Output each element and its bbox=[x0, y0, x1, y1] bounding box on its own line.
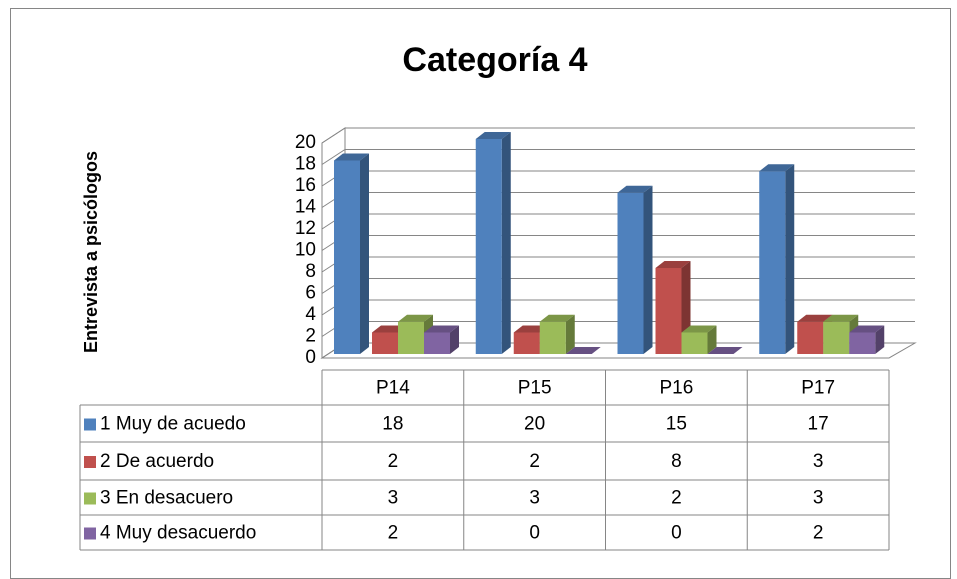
legend-label: 2 De acuerdo bbox=[100, 451, 214, 472]
bar bbox=[565, 347, 601, 354]
bar-front bbox=[372, 332, 398, 354]
bar-side bbox=[565, 314, 575, 354]
legend-swatch bbox=[84, 527, 96, 540]
bar bbox=[617, 185, 653, 354]
bar bbox=[424, 325, 459, 354]
table-value: 0 bbox=[671, 523, 682, 544]
grid-line bbox=[321, 127, 915, 144]
bar-top bbox=[823, 314, 859, 322]
bar bbox=[707, 347, 743, 354]
table-grid bbox=[79, 369, 890, 551]
bar-side bbox=[707, 325, 717, 354]
table-value: 2 bbox=[388, 451, 399, 472]
x-tick-label: P14 bbox=[376, 378, 410, 399]
bar bbox=[849, 325, 885, 354]
table-value: 20 bbox=[524, 414, 545, 435]
bar-side bbox=[643, 185, 653, 354]
bar-top bbox=[398, 314, 433, 322]
bar-front bbox=[539, 321, 566, 354]
y-axis-label: Entrevista a psicólogos bbox=[81, 151, 101, 353]
y-tick-label: 6 bbox=[305, 283, 316, 304]
bar-top bbox=[707, 347, 743, 354]
legend-label: 1 Muy de acuedo bbox=[100, 414, 246, 435]
bar-top bbox=[334, 153, 369, 161]
legend-swatch bbox=[84, 492, 96, 505]
y-tick-label: 10 bbox=[295, 240, 316, 261]
grid-line bbox=[321, 149, 915, 165]
table-value: 2 bbox=[813, 523, 824, 544]
bar-front bbox=[424, 332, 450, 354]
legend-label: 4 Muy desacuerdo bbox=[100, 523, 256, 544]
table-value: 0 bbox=[529, 523, 540, 544]
table-value: 3 bbox=[529, 488, 540, 509]
table-value: 2 bbox=[529, 451, 540, 472]
bar-top bbox=[655, 261, 691, 268]
y-tick-label: 4 bbox=[305, 304, 316, 325]
legend-label: 3 En desacuero bbox=[100, 488, 233, 509]
x-tick-label: P15 bbox=[518, 378, 552, 399]
bar bbox=[681, 325, 717, 354]
bar-side bbox=[450, 325, 459, 354]
bar-side bbox=[360, 153, 369, 354]
table-value: 2 bbox=[671, 488, 682, 509]
chart-title: Categoría 4 bbox=[402, 41, 587, 79]
y-tick-label: 8 bbox=[305, 261, 316, 282]
bar bbox=[539, 314, 575, 354]
table-value: 17 bbox=[808, 414, 829, 435]
bar-front bbox=[849, 332, 876, 354]
bar-front bbox=[655, 268, 682, 354]
bar-top bbox=[475, 132, 511, 139]
bar-side bbox=[785, 164, 795, 354]
table-value: 2 bbox=[388, 523, 399, 544]
y-tick-label: 2 bbox=[305, 326, 316, 347]
y-tick-label: 14 bbox=[295, 197, 317, 218]
bar-top bbox=[759, 164, 795, 172]
bar-front bbox=[475, 139, 502, 354]
y-tick-label: 12 bbox=[295, 218, 316, 239]
table-value: 3 bbox=[813, 451, 824, 472]
bar-front bbox=[759, 171, 786, 354]
y-tick-label: 18 bbox=[295, 154, 316, 175]
bar-front bbox=[823, 321, 850, 354]
legend-swatch bbox=[84, 418, 96, 431]
bar-top bbox=[565, 347, 601, 354]
bar-front bbox=[334, 160, 360, 354]
table-value: 3 bbox=[813, 488, 824, 509]
bar-top bbox=[539, 314, 575, 322]
table-value: 3 bbox=[388, 488, 399, 509]
bar-top bbox=[681, 325, 717, 333]
bar-side bbox=[875, 325, 885, 354]
table-value: 8 bbox=[671, 451, 682, 472]
bar-top bbox=[617, 185, 653, 193]
y-tick-label: 0 bbox=[305, 347, 316, 368]
table-value: 18 bbox=[382, 414, 403, 435]
bar-front bbox=[398, 321, 424, 354]
bar bbox=[475, 132, 511, 354]
x-tick-label: P16 bbox=[659, 378, 693, 399]
legend-swatch bbox=[84, 456, 96, 468]
bar-top bbox=[797, 314, 833, 322]
x-tick-label: P17 bbox=[801, 378, 835, 399]
bar-top bbox=[424, 325, 459, 333]
bar bbox=[334, 153, 369, 354]
bar-top bbox=[849, 325, 885, 333]
bar bbox=[759, 164, 795, 354]
bar-side bbox=[501, 132, 511, 354]
bar-front bbox=[617, 192, 644, 354]
table-value: 15 bbox=[666, 414, 687, 435]
bar-front bbox=[681, 332, 708, 354]
bar-front bbox=[797, 321, 824, 354]
y-tick-label: 20 bbox=[295, 132, 316, 153]
y-tick-label: 16 bbox=[295, 175, 316, 196]
bar-front bbox=[513, 332, 540, 354]
